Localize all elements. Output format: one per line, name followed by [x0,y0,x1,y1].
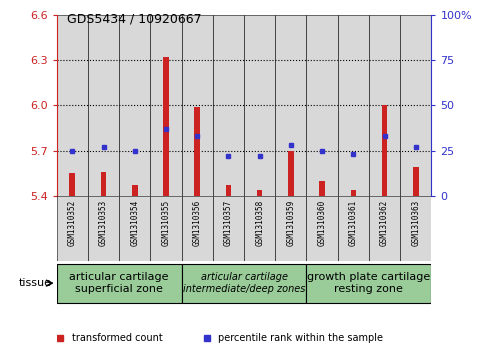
Bar [88,196,119,261]
Bar [275,15,307,196]
Text: tissue: tissue [19,278,52,288]
Bar [88,15,119,196]
Bar [307,264,431,303]
Bar [70,174,75,196]
Bar [351,190,356,196]
Bar [413,167,419,196]
Bar [382,105,387,196]
Bar [119,196,150,261]
Text: GSM1310352: GSM1310352 [68,199,77,245]
Text: growth plate cartilage
resting zone: growth plate cartilage resting zone [307,272,430,294]
Bar [181,196,213,261]
Bar [213,15,244,196]
Text: GSM1310357: GSM1310357 [224,199,233,245]
Bar [181,264,307,303]
Bar [163,57,169,196]
Bar [400,196,431,261]
Text: GSM1310362: GSM1310362 [380,199,389,245]
Bar [369,15,400,196]
Text: GSM1310363: GSM1310363 [411,199,420,245]
Bar [132,185,138,196]
Text: articular cartilage
intermediate/deep zones: articular cartilage intermediate/deep zo… [183,272,305,294]
Bar [57,196,88,261]
Bar [369,196,400,261]
Bar [319,181,325,196]
Bar [307,15,338,196]
Bar [244,196,275,261]
Text: GSM1310356: GSM1310356 [193,199,202,245]
Text: GSM1310355: GSM1310355 [162,199,171,245]
Bar [57,15,88,196]
Bar [119,15,150,196]
Bar [275,196,307,261]
Text: GSM1310353: GSM1310353 [99,199,108,245]
Bar [400,15,431,196]
Bar [257,190,262,196]
Text: GSM1310360: GSM1310360 [317,199,326,245]
Bar [307,196,338,261]
Bar [244,15,275,196]
Bar [213,196,244,261]
Bar [194,107,200,196]
Text: GSM1310358: GSM1310358 [255,199,264,245]
Text: GDS5434 / 10920667: GDS5434 / 10920667 [67,12,201,25]
Bar [338,196,369,261]
Text: GSM1310359: GSM1310359 [286,199,295,245]
Bar [338,15,369,196]
Bar [101,172,106,196]
Bar [150,15,181,196]
Text: GSM1310354: GSM1310354 [130,199,139,245]
Text: articular cartilage
superficial zone: articular cartilage superficial zone [70,272,169,294]
Bar [288,151,294,196]
Bar [181,15,213,196]
Bar [150,196,181,261]
Text: GSM1310361: GSM1310361 [349,199,358,245]
Text: transformed count: transformed count [71,333,162,343]
Bar [226,185,231,196]
Bar [57,264,181,303]
Text: percentile rank within the sample: percentile rank within the sample [218,333,383,343]
